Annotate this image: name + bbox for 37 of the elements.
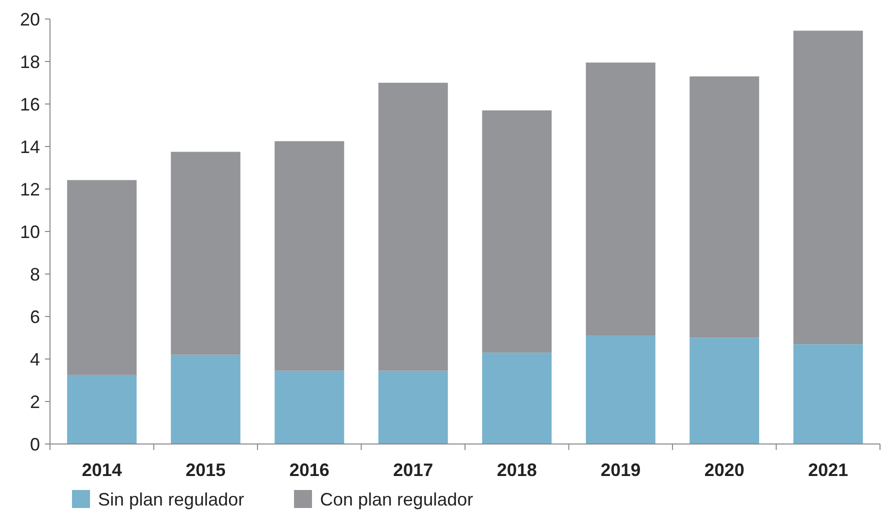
bar <box>170 152 240 355</box>
y-tick-label: 12 <box>20 179 40 200</box>
bar <box>586 336 656 444</box>
legend-label: Sin plan regulador <box>98 489 244 510</box>
bar <box>170 354 240 444</box>
y-tick-label: 16 <box>20 94 40 114</box>
bar <box>586 62 656 336</box>
x-tick-label: 2016 <box>289 460 330 480</box>
y-tick-label: 20 <box>20 9 40 30</box>
y-tick-label: 4 <box>30 349 40 370</box>
bar <box>690 76 760 338</box>
y-tick-label: 10 <box>20 222 40 242</box>
x-tick-label: 2015 <box>186 460 226 480</box>
bar <box>67 374 137 444</box>
y-tick-label: 2 <box>30 392 40 412</box>
x-tick-label: 2020 <box>704 460 744 480</box>
bar <box>274 141 344 371</box>
x-tick-label: 2019 <box>600 460 641 480</box>
bar <box>482 352 552 444</box>
y-tick-label: 0 <box>30 434 40 454</box>
bar <box>793 344 863 444</box>
y-tick-label: 14 <box>20 136 40 157</box>
x-tick-label: 2017 <box>393 460 434 480</box>
y-tick-label: 18 <box>20 52 40 72</box>
bar <box>793 30 863 344</box>
y-tick-label: 8 <box>30 264 40 284</box>
y-tick-label: 6 <box>30 306 40 327</box>
bar <box>690 338 760 444</box>
x-tick-label: 2018 <box>496 460 537 480</box>
bar <box>378 82 448 371</box>
bar <box>274 370 344 444</box>
bar <box>482 110 552 353</box>
x-tick-label: 2021 <box>808 460 848 480</box>
x-tick-label: 2014 <box>82 460 122 480</box>
legend-label: Con plan regulador <box>320 489 474 510</box>
bar <box>67 180 137 375</box>
bar <box>378 370 448 444</box>
